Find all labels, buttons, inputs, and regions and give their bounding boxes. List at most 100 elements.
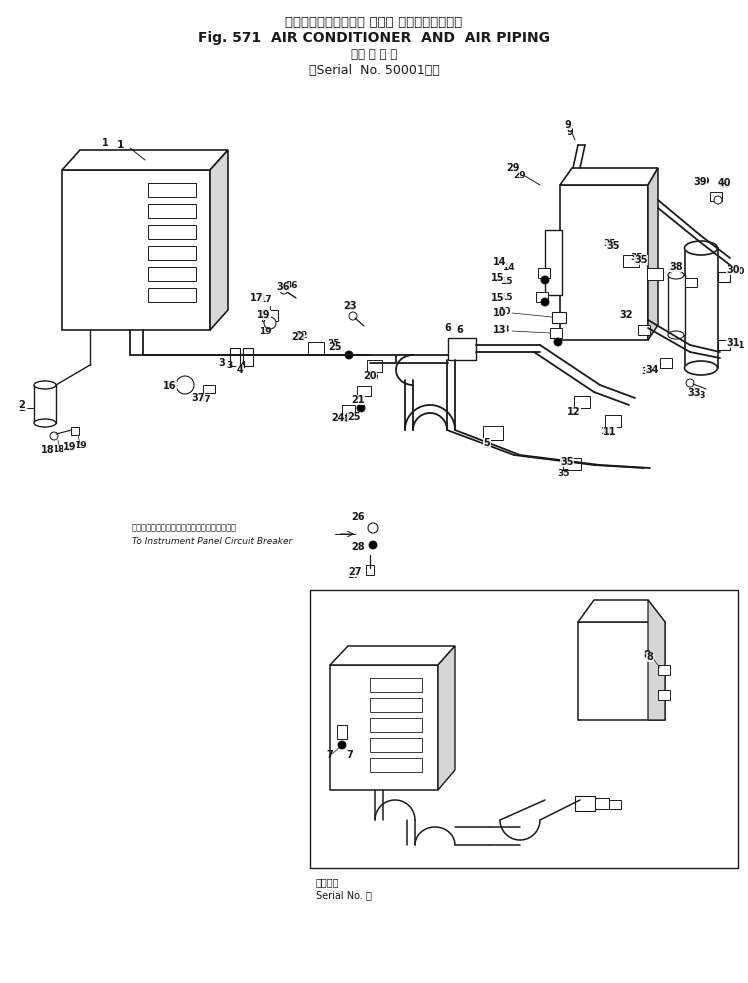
- Text: 16: 16: [162, 380, 175, 389]
- Text: 9: 9: [565, 120, 571, 130]
- Text: 11: 11: [603, 427, 617, 437]
- Polygon shape: [330, 646, 455, 665]
- Bar: [658, 690, 670, 700]
- Text: 2: 2: [18, 403, 25, 413]
- Circle shape: [50, 432, 58, 440]
- Bar: [148, 204, 196, 218]
- Bar: [536, 292, 548, 302]
- Text: 25: 25: [328, 342, 342, 352]
- Polygon shape: [648, 600, 665, 720]
- Bar: [660, 358, 672, 368]
- Text: 19: 19: [74, 440, 86, 449]
- Text: 29: 29: [506, 163, 520, 173]
- Bar: [148, 246, 196, 260]
- Text: 10: 10: [497, 308, 510, 317]
- Text: 8: 8: [643, 650, 650, 660]
- Bar: [230, 348, 240, 366]
- Text: 17: 17: [251, 293, 264, 303]
- Polygon shape: [578, 600, 665, 622]
- Text: 2: 2: [19, 400, 25, 410]
- Text: エアーコンディショナ および エアーパイピング: エアーコンディショナ および エアーパイピング: [286, 16, 462, 29]
- Circle shape: [357, 404, 365, 412]
- Text: 35: 35: [606, 241, 620, 251]
- Circle shape: [541, 298, 549, 306]
- Text: 40: 40: [719, 182, 732, 191]
- Text: 13: 13: [497, 325, 510, 334]
- Polygon shape: [62, 150, 228, 170]
- Bar: [34, 385, 56, 423]
- Text: 19: 19: [259, 327, 272, 336]
- Text: 30: 30: [732, 267, 744, 276]
- Bar: [342, 405, 355, 415]
- Bar: [718, 340, 730, 350]
- Text: 15: 15: [500, 293, 513, 302]
- Text: 15: 15: [491, 273, 505, 283]
- Text: 25: 25: [328, 339, 340, 349]
- Circle shape: [349, 312, 357, 320]
- Text: 24: 24: [337, 416, 350, 425]
- Text: 7: 7: [346, 750, 353, 760]
- Text: 25: 25: [347, 412, 361, 422]
- Bar: [262, 310, 278, 321]
- Text: 35: 35: [558, 470, 570, 479]
- Text: 15: 15: [491, 293, 505, 303]
- Bar: [243, 348, 253, 366]
- Bar: [203, 385, 215, 393]
- Bar: [605, 415, 621, 427]
- Text: 13: 13: [493, 325, 506, 335]
- Bar: [337, 725, 347, 739]
- Text: 21: 21: [354, 395, 367, 404]
- Text: 35: 35: [560, 457, 574, 467]
- Bar: [563, 458, 581, 470]
- Text: 4: 4: [240, 361, 246, 370]
- Bar: [370, 698, 422, 712]
- Text: 36: 36: [286, 281, 298, 291]
- Text: 28: 28: [351, 544, 363, 552]
- Bar: [148, 288, 196, 302]
- Text: 35: 35: [604, 240, 616, 249]
- Circle shape: [264, 317, 276, 329]
- Bar: [538, 268, 550, 278]
- Text: 26: 26: [352, 513, 365, 523]
- Circle shape: [686, 379, 694, 387]
- Ellipse shape: [34, 381, 56, 389]
- Bar: [718, 272, 730, 282]
- Text: 4: 4: [236, 365, 243, 375]
- Polygon shape: [210, 150, 228, 330]
- Bar: [710, 192, 722, 201]
- Bar: [370, 678, 422, 692]
- Polygon shape: [560, 168, 658, 185]
- Bar: [448, 338, 476, 360]
- Circle shape: [280, 286, 288, 294]
- Polygon shape: [685, 248, 718, 368]
- Ellipse shape: [668, 271, 684, 279]
- Text: 6: 6: [444, 323, 451, 333]
- Ellipse shape: [34, 419, 56, 427]
- Text: 18: 18: [41, 445, 55, 455]
- Bar: [370, 718, 422, 732]
- Text: 38: 38: [667, 263, 680, 272]
- Text: 39: 39: [698, 178, 711, 187]
- Bar: [148, 225, 196, 239]
- Text: 37: 37: [191, 393, 205, 403]
- Text: 32: 32: [619, 310, 633, 320]
- Bar: [647, 268, 663, 280]
- Text: Fig. 571  AIR CONDITIONER  AND  AIR PIPING: Fig. 571 AIR CONDITIONER AND AIR PIPING: [198, 31, 550, 45]
- Bar: [367, 360, 382, 372]
- Text: Serial No. ～: Serial No. ～: [316, 890, 372, 900]
- Text: To Instrument Panel Circuit Breaker: To Instrument Panel Circuit Breaker: [132, 537, 292, 546]
- Bar: [148, 183, 196, 197]
- Text: 22: 22: [295, 330, 308, 339]
- Bar: [595, 798, 609, 809]
- Circle shape: [368, 523, 378, 533]
- Text: 18: 18: [52, 445, 64, 454]
- Text: 33: 33: [687, 388, 701, 398]
- Bar: [483, 426, 503, 440]
- Polygon shape: [438, 646, 455, 790]
- Ellipse shape: [684, 241, 717, 255]
- Circle shape: [345, 351, 353, 359]
- Polygon shape: [560, 185, 648, 340]
- Circle shape: [541, 276, 549, 284]
- Text: 26: 26: [352, 512, 365, 522]
- Polygon shape: [545, 230, 562, 295]
